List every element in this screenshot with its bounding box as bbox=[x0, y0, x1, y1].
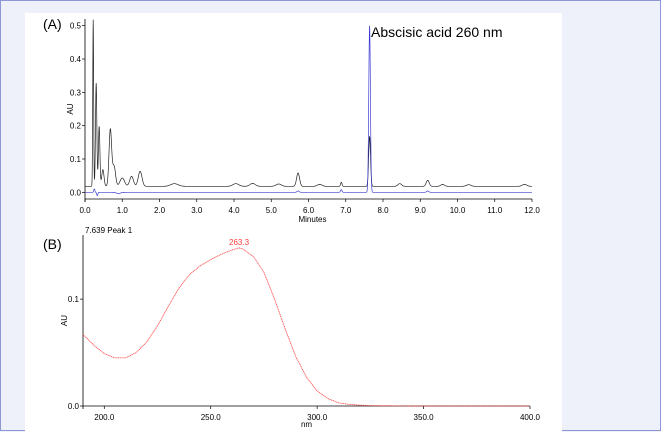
b-spectrum-line bbox=[82, 247, 530, 407]
b-panel-label: (B) bbox=[43, 236, 62, 252]
b-y-axis-label: AU bbox=[60, 315, 69, 326]
b-header: 7.639 Peak 1 bbox=[85, 226, 133, 235]
a-x-tick-label: 1.0 bbox=[117, 206, 129, 215]
a-y-tick-label: 0.0 bbox=[70, 188, 82, 197]
a-series-line-0 bbox=[85, 19, 533, 187]
b-x-tick-label: 250.0 bbox=[201, 413, 222, 422]
b-y-tick-label: 0.0 bbox=[68, 402, 80, 411]
a-y-tick-label: 0.2 bbox=[70, 122, 82, 131]
b-x-tick-label: 400.0 bbox=[520, 413, 541, 422]
a-x-axis-label: Minutes bbox=[298, 215, 326, 224]
b-peak-label: 263.3 bbox=[229, 238, 250, 247]
a-x-tick-label: 10.0 bbox=[450, 206, 466, 215]
a-x-tick-label: 7.0 bbox=[340, 206, 352, 215]
figure-svg: 0.0 1.0 2.0 3.0 4.0 5.0 6.0 7.0 8.0 9.0 10.0 11.0 12… bbox=[43, 16, 541, 429]
a-series-line-1 bbox=[85, 25, 532, 197]
a-annotation: Abscisic acid 260 nm bbox=[371, 24, 503, 40]
b-x-tick-label: 350.0 bbox=[414, 413, 435, 422]
a-panel-label: (A) bbox=[43, 16, 62, 32]
b-x-axis-label: nm bbox=[301, 420, 312, 429]
a-x-tick-label: 2.0 bbox=[154, 206, 166, 215]
a-x-tick-label: 9.0 bbox=[415, 206, 427, 215]
b-x-tick-label: 200.0 bbox=[94, 413, 115, 422]
a-y-tick-label: 0.1 bbox=[70, 155, 82, 164]
a-y-tick-label: 0.4 bbox=[70, 55, 82, 64]
a-x-tick-label: 6.0 bbox=[303, 206, 315, 215]
a-x-tick-label: 8.0 bbox=[377, 206, 389, 215]
a-x-tick-label: 12.0 bbox=[524, 206, 540, 215]
b-x-tick-label: 300.0 bbox=[307, 413, 328, 422]
figure-sheet: 0.0 1.0 2.0 3.0 4.0 5.0 6.0 7.0 8.0 9.0 10.0 11.0 12… bbox=[25, 13, 562, 432]
a-x-tick-label: 4.0 bbox=[228, 206, 240, 215]
a-y-tick-label: 0.5 bbox=[70, 22, 82, 31]
a-x-tick-label: 0.0 bbox=[79, 206, 91, 215]
b-y-tick-label: 0.1 bbox=[68, 295, 80, 304]
a-x-tick-label: 3.0 bbox=[191, 206, 203, 215]
a-x-tick-label: 5.0 bbox=[266, 206, 278, 215]
a-x-tick-label: 11.0 bbox=[487, 206, 503, 215]
a-y-tick-label: 0.3 bbox=[70, 88, 82, 97]
a-y-axis-label: AU bbox=[66, 103, 75, 114]
